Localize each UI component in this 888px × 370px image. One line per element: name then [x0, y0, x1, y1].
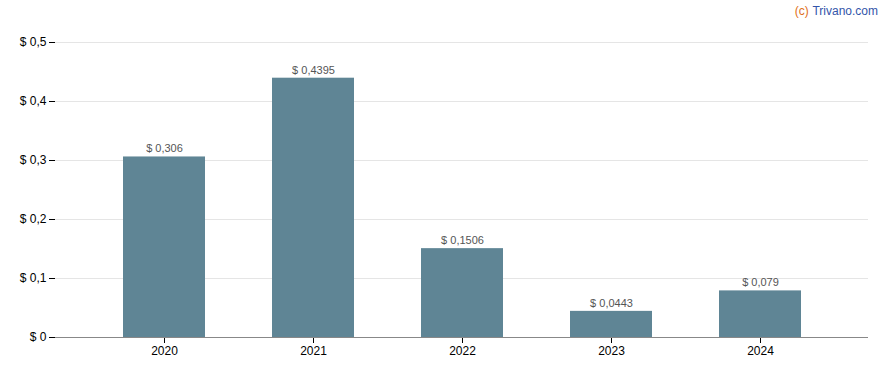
svg-text:$ 0,079: $ 0,079	[742, 276, 779, 288]
svg-text:$ 0,1: $ 0,1	[20, 271, 47, 285]
svg-text:2021: 2021	[300, 344, 327, 358]
svg-text:$ 0: $ 0	[30, 330, 47, 344]
svg-text:$ 0,4395: $ 0,4395	[292, 64, 335, 76]
svg-text:$ 0,1506: $ 0,1506	[441, 234, 484, 246]
svg-text:2023: 2023	[598, 344, 625, 358]
svg-text:$ 0,306: $ 0,306	[146, 142, 183, 154]
svg-text:2024: 2024	[747, 344, 774, 358]
svg-text:$ 0,5: $ 0,5	[20, 35, 47, 49]
svg-text:2022: 2022	[449, 344, 476, 358]
svg-text:$ 0,0443: $ 0,0443	[590, 297, 633, 309]
svg-text:2020: 2020	[151, 344, 178, 358]
html-text:(c) Trivano.com: (c) Trivano.com	[794, 4, 878, 18]
svg-text:$ 0,3: $ 0,3	[20, 153, 47, 167]
svg-text:$ 0,2: $ 0,2	[20, 212, 47, 226]
svg-text:$ 0,4: $ 0,4	[20, 94, 47, 108]
